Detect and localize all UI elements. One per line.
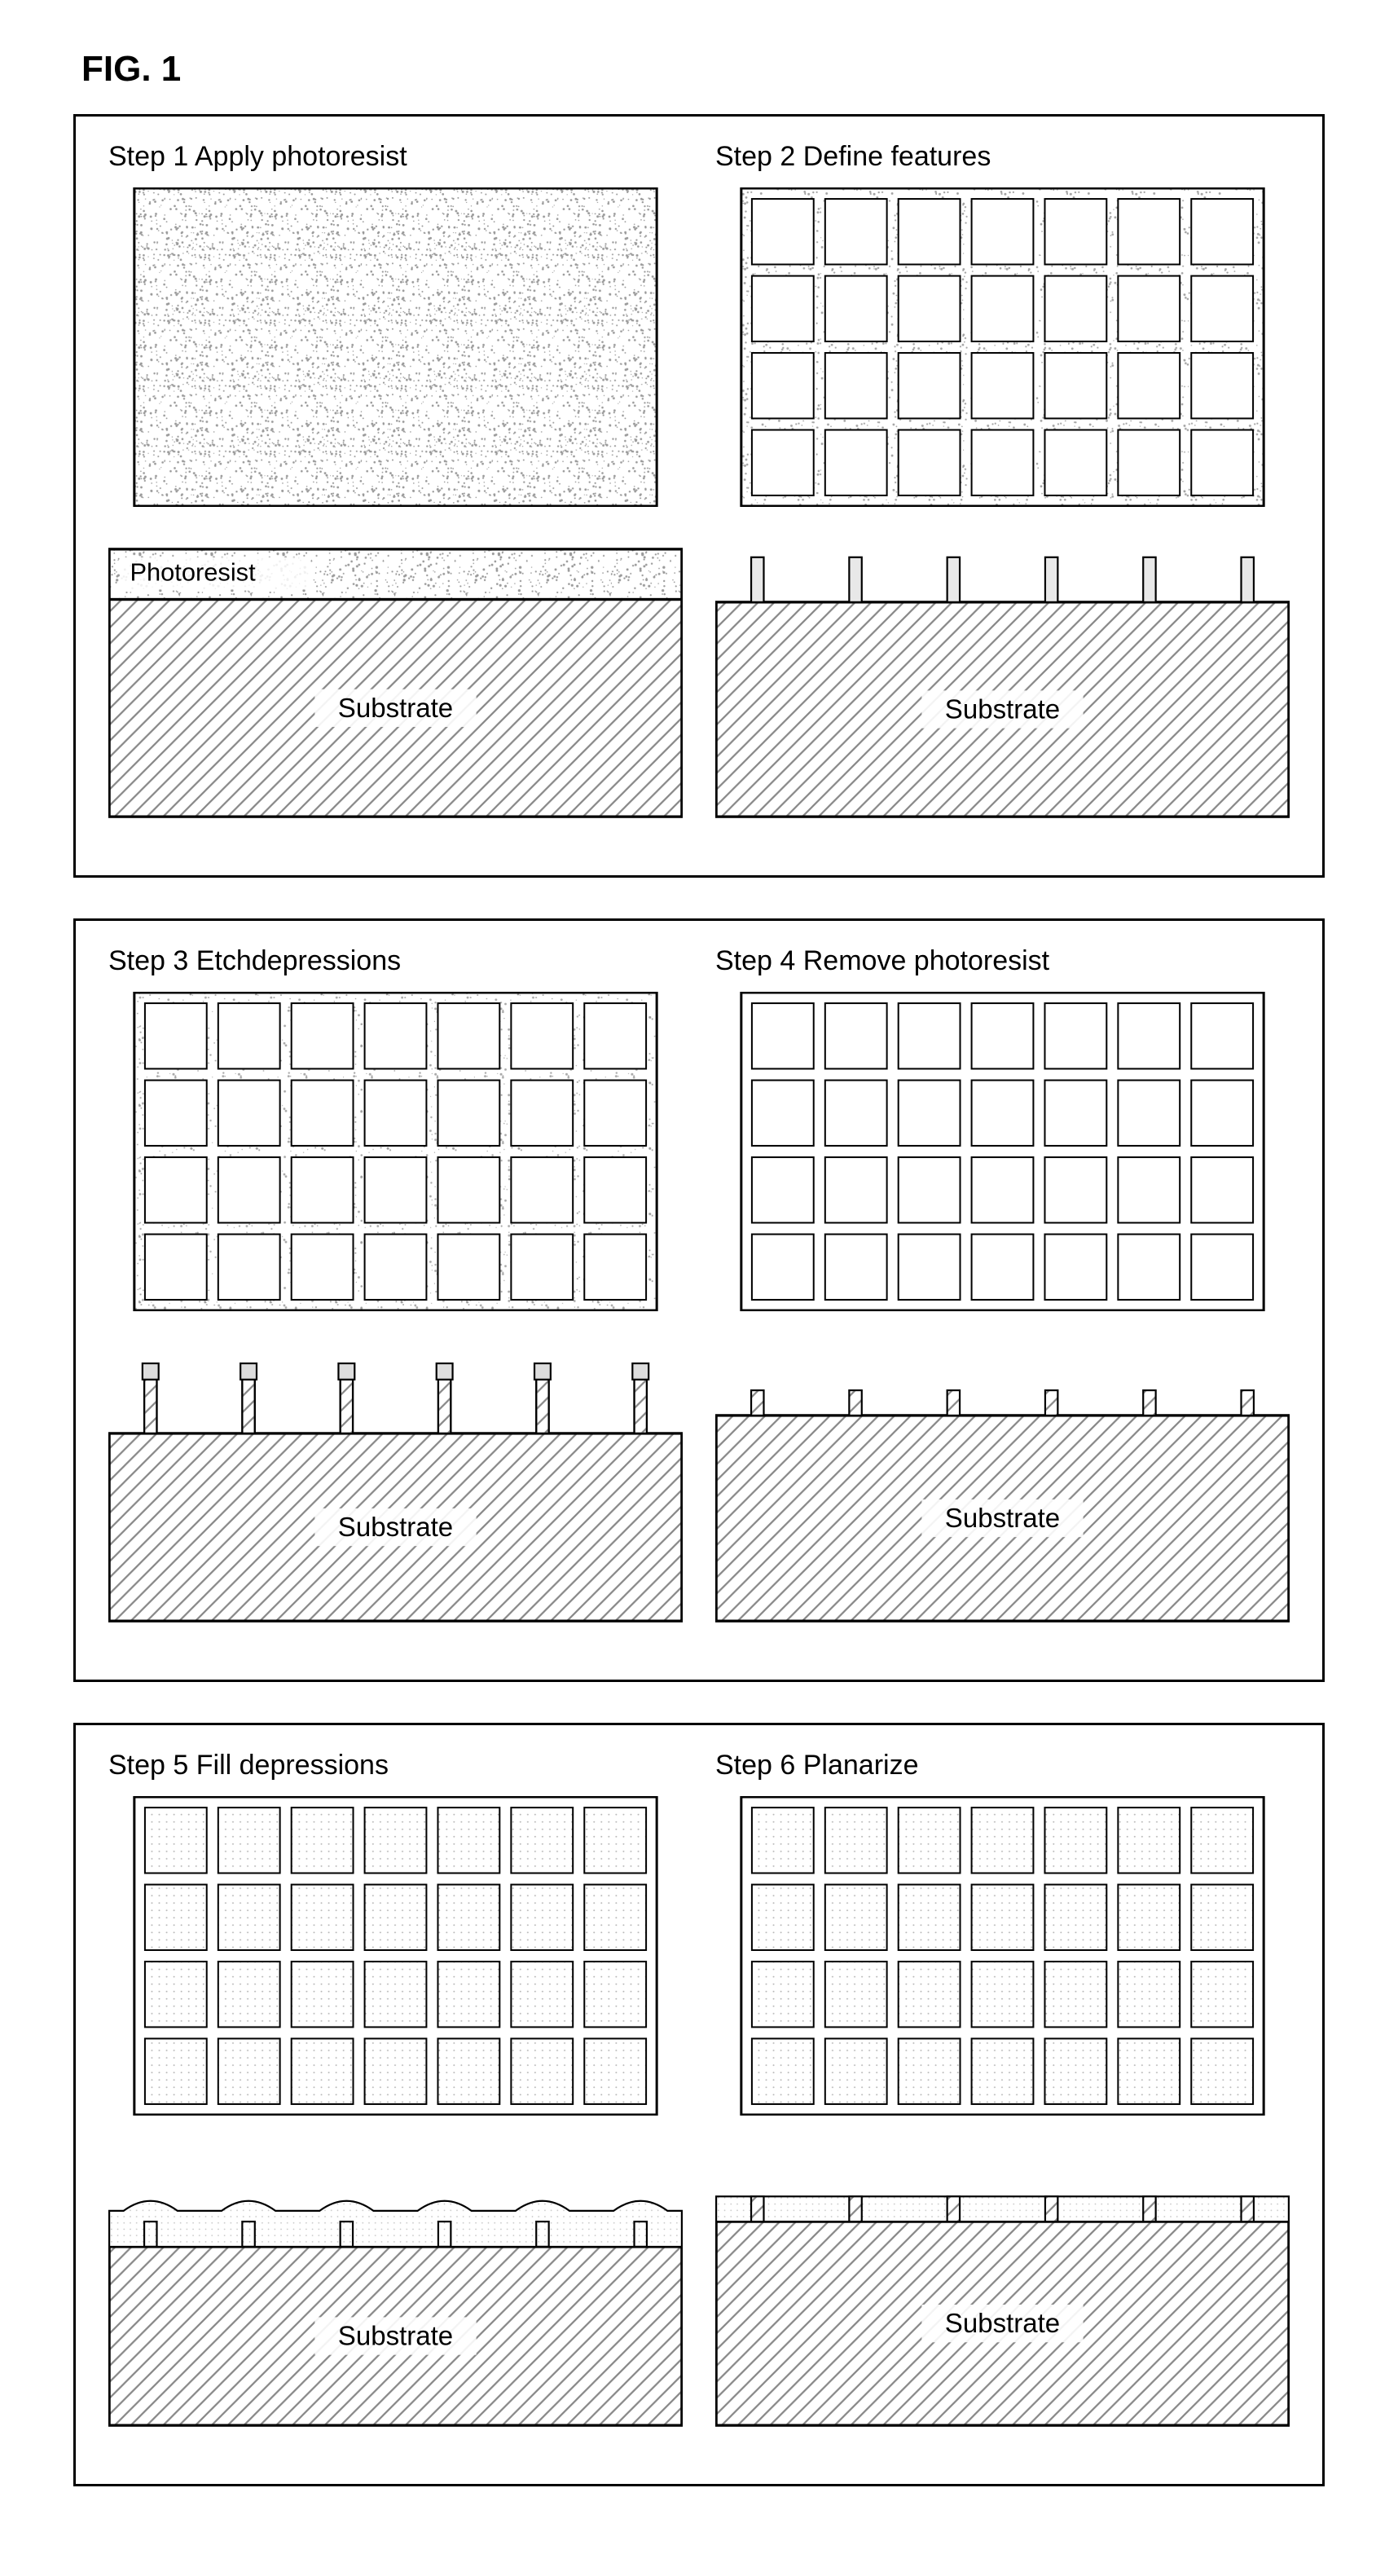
- svg-text:Substrate: Substrate: [945, 695, 1060, 725]
- step-title: Step 5 Fill depressions: [108, 1750, 683, 1781]
- svg-text:Substrate: Substrate: [945, 1504, 1060, 1534]
- panel-group-1: Step 1 Apply photoresist Photoresist Subst…: [73, 114, 1325, 878]
- svg-text:Substrate: Substrate: [945, 2309, 1060, 2339]
- svg-text:Substrate: Substrate: [338, 694, 453, 724]
- figure-root: Step 1 Apply photoresist Photoresist Subst…: [73, 114, 1325, 2486]
- svg-text:Photoresist: Photoresist: [130, 557, 256, 586]
- step-step2: Step 2 Define features Substrate: [715, 141, 1290, 843]
- svg-text:Substrate: Substrate: [338, 2322, 453, 2352]
- svg-text:Substrate: Substrate: [338, 1513, 453, 1543]
- step-title: Step 2 Define features: [715, 141, 1290, 173]
- figure-label: FIG. 1: [81, 49, 1325, 90]
- step-title: Step 6 Planarize: [715, 1750, 1290, 1781]
- step-step6: Step 6 Planarize Substrate: [715, 1750, 1290, 2451]
- step-step3: Step 3 Etchdepressions Substrate: [108, 945, 683, 1647]
- step-step1: Step 1 Apply photoresist Photoresist Subst…: [108, 141, 683, 843]
- panel-group-3: Step 5 Fill depressionsSubstrateStep 6 P…: [73, 1723, 1325, 2486]
- step-step5: Step 5 Fill depressions Substrate: [108, 1750, 683, 2451]
- step-step4: Step 4 Remove photoresist Substrate: [715, 945, 1290, 1647]
- step-title: Step 3 Etchdepressions: [108, 945, 683, 977]
- panel-group-2: Step 3 EtchdepressionsSubstrateStep 4 Re…: [73, 918, 1325, 1682]
- step-title: Step 4 Remove photoresist: [715, 945, 1290, 977]
- step-title: Step 1 Apply photoresist: [108, 141, 683, 173]
